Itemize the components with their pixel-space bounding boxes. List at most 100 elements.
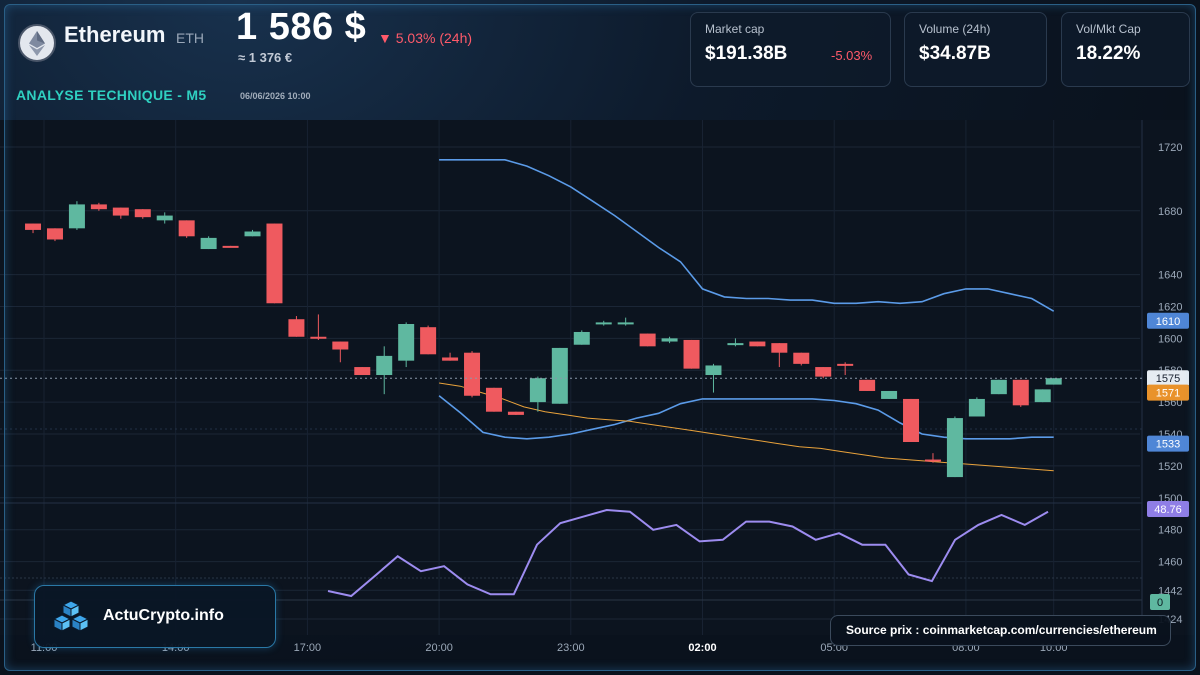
candle <box>200 236 217 250</box>
bb-lower-tag-text: 1533 <box>1156 439 1180 451</box>
candle <box>442 352 459 361</box>
candle-body <box>661 338 678 342</box>
price-eur: ≈ 1 376 € <box>238 50 293 65</box>
candle <box>529 376 546 412</box>
candle <box>903 398 920 442</box>
source-box[interactable]: Source prix : coinmarketcap.com/currenci… <box>830 615 1171 646</box>
candle <box>595 320 612 326</box>
rsi-tag-text: 48.76 <box>1154 504 1182 516</box>
candle-body <box>398 324 415 361</box>
y-tick-label: 1680 <box>1158 206 1182 218</box>
candle-body <box>507 411 524 415</box>
volume-card: Volume (24h) $34.87B <box>904 12 1047 87</box>
candle-body <box>946 418 963 478</box>
candle-body <box>837 363 854 366</box>
candle-body <box>134 209 151 218</box>
candle <box>661 336 678 344</box>
coin-name: Ethereum <box>64 22 166 47</box>
y-tick-label: 1640 <box>1158 270 1182 282</box>
candle <box>859 379 876 391</box>
analysis-date: 06/06/2026 10:00 <box>240 91 311 101</box>
bb-lower-tag: 1533 <box>1147 435 1189 452</box>
candle-body <box>25 223 42 230</box>
candle <box>112 207 129 219</box>
market-cap-card: Market cap $191.38B -5.03% <box>690 12 891 87</box>
candle <box>990 379 1007 395</box>
bb-lower-tag-bg <box>1147 435 1189 452</box>
candle-body <box>727 343 744 346</box>
candle-body <box>573 331 590 345</box>
candle <box>946 416 963 478</box>
candle <box>1034 389 1051 403</box>
candle-body <box>771 343 788 353</box>
candle-body <box>112 207 129 216</box>
price-tag-text: 1575 <box>1156 373 1180 385</box>
candle <box>727 338 744 347</box>
candle <box>507 411 524 415</box>
candle <box>46 228 63 242</box>
candle-body <box>617 322 634 325</box>
candle-body <box>332 341 349 350</box>
candle-body <box>464 352 481 396</box>
volume-label: Volume (24h) <box>919 22 991 36</box>
candle-body <box>749 341 766 347</box>
brand-logo-box[interactable]: ActuCrypto.info <box>34 585 276 648</box>
candle <box>617 317 634 326</box>
candle <box>485 387 502 412</box>
candle-body <box>1012 379 1029 406</box>
candle-body <box>924 459 941 462</box>
candle-body <box>1034 389 1051 403</box>
source-text: Source prix : coinmarketcap.com/currenci… <box>846 623 1157 637</box>
bb-upper-tag-bg <box>1147 312 1189 329</box>
candle-body <box>178 220 195 237</box>
candle <box>134 209 151 219</box>
price-tag-bg <box>1147 370 1189 387</box>
price-tag: 1575 <box>1147 370 1189 387</box>
rsi-tag: 48.76 <box>1147 501 1189 517</box>
coin-symbol: ETH <box>176 30 204 46</box>
candle <box>771 343 788 368</box>
candle <box>1012 379 1029 407</box>
candle-body <box>266 223 283 304</box>
candle <box>749 341 766 347</box>
candle-body <box>859 379 876 391</box>
volume-tag: 0 <box>1150 594 1170 610</box>
rsi-tag-bg <box>1147 501 1189 517</box>
x-tick-label: 17:00 <box>294 642 322 654</box>
candle-body <box>156 215 173 221</box>
bb-upper-tag-text: 1610 <box>1156 316 1180 328</box>
candle-body <box>222 245 239 248</box>
candle-body <box>1045 378 1062 385</box>
candle-body <box>46 228 63 240</box>
ethereum-logo-icon <box>18 24 56 62</box>
candle-body <box>200 237 217 250</box>
ma-tag: 1571 <box>1147 384 1189 401</box>
candle-body <box>420 327 437 355</box>
candle <box>354 367 371 376</box>
candle <box>222 245 239 248</box>
candle <box>376 346 393 395</box>
candle-body <box>310 336 327 339</box>
cubes-logo-icon <box>52 600 90 632</box>
market-cap-value: $191.38B <box>705 43 788 64</box>
market-cap-delta: -5.03% <box>831 48 873 63</box>
candle-body <box>244 231 261 237</box>
volume-tag-bg <box>1150 594 1170 610</box>
candle-body <box>968 398 985 417</box>
candle <box>244 229 261 237</box>
y-tick-label: 1480 <box>1158 525 1182 537</box>
candle-body <box>793 352 810 364</box>
y-tick-label: 1600 <box>1158 333 1182 345</box>
candle <box>573 330 590 345</box>
x-tick-label: 20:00 <box>425 642 453 654</box>
candle-body <box>354 367 371 376</box>
candle-body <box>485 387 502 412</box>
candle <box>793 352 810 366</box>
candle <box>68 201 85 230</box>
rsi-line <box>327 508 1049 598</box>
candle <box>968 397 985 417</box>
y-tick-label: 1520 <box>1158 461 1182 473</box>
candle-body <box>903 398 920 442</box>
candle <box>266 223 283 304</box>
